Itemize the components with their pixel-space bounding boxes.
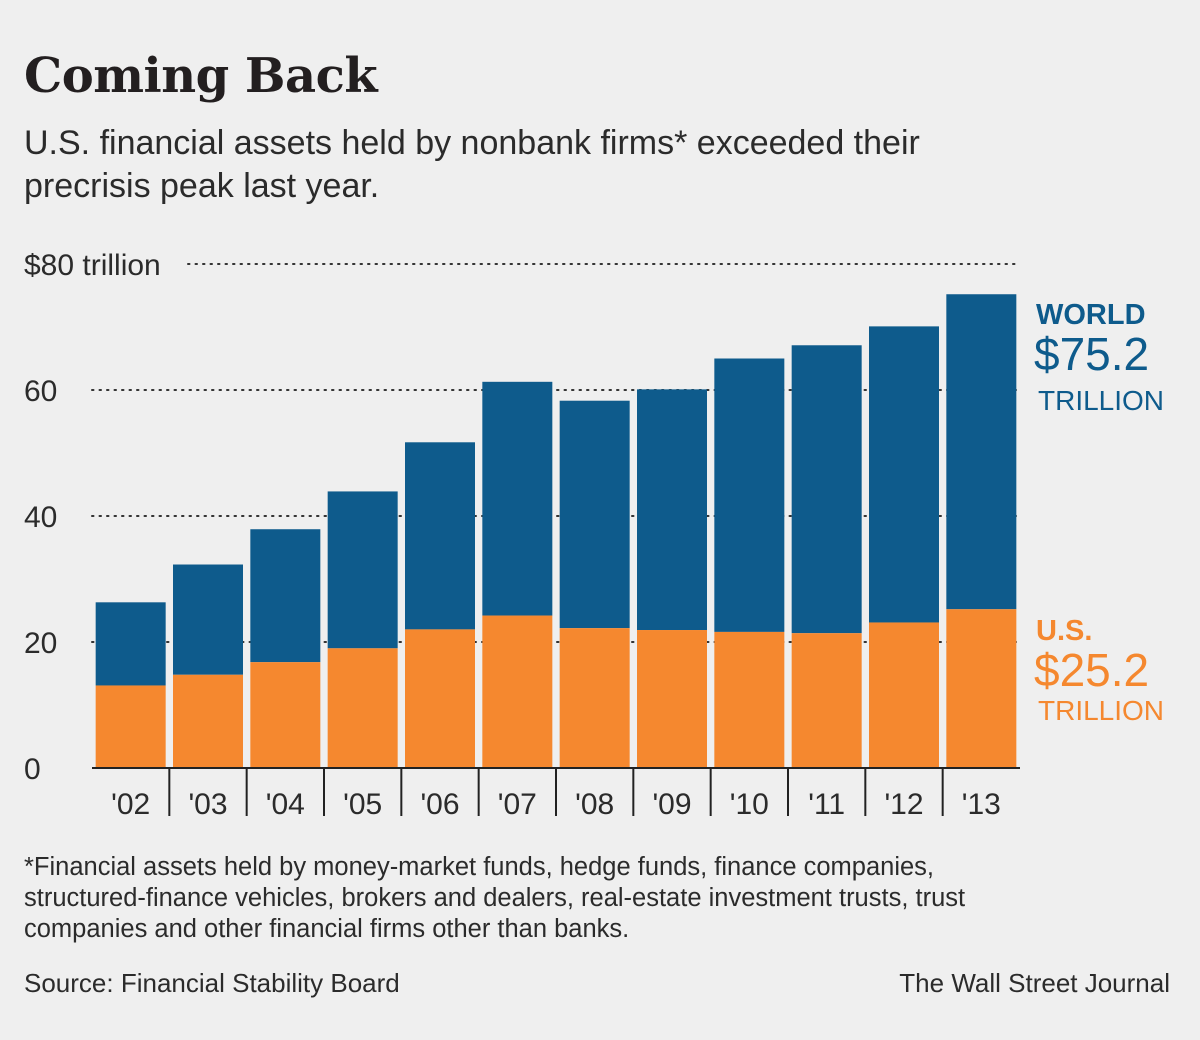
- y-tick-label: 0: [24, 753, 41, 786]
- bar-us-11: [946, 609, 1017, 768]
- bars: [95, 294, 1017, 768]
- bar-us-8: [714, 631, 785, 768]
- chart-title: Coming Back: [24, 48, 378, 104]
- x-tick-label: '11: [808, 788, 845, 821]
- x-tick-label: '06: [420, 788, 459, 821]
- bar-world-7: [637, 389, 707, 631]
- y-tick-label: 20: [24, 627, 57, 660]
- bar-world-6: [559, 400, 630, 629]
- x-tick-label: '13: [962, 788, 1001, 821]
- bar-us-6: [559, 628, 630, 768]
- bar-world-4: [405, 442, 475, 630]
- footnote: *Financial assets held by money-market f…: [24, 853, 966, 943]
- bar-world-2: [250, 529, 321, 663]
- bar-us-1: [173, 674, 243, 768]
- x-tick-label: '07: [498, 788, 537, 821]
- x-tick-label: '08: [575, 788, 614, 821]
- bar-world-11: [946, 294, 1017, 610]
- y-axis-ticks: 0 20 40 60 $80 trillion: [24, 249, 161, 786]
- callout-label: U.S.: [1036, 615, 1092, 647]
- x-tick-label: '04: [266, 788, 305, 821]
- publisher-credit: The Wall Street Journal: [899, 968, 1170, 998]
- callout-value: $25.2: [1034, 644, 1149, 696]
- callout-value: $75.2: [1034, 328, 1149, 380]
- bar-us-7: [637, 630, 707, 768]
- bar-us-10: [869, 622, 939, 768]
- x-tick-label: '10: [730, 788, 769, 821]
- x-tick-label: '02: [111, 788, 150, 821]
- bar-world-0: [95, 602, 166, 686]
- bar-world-9: [791, 345, 862, 634]
- bar-us-5: [482, 615, 553, 768]
- y-tick-label: $80 trillion: [24, 249, 161, 282]
- bar-us-0: [95, 685, 166, 768]
- bar-world-10: [869, 326, 939, 623]
- chart-subtitle: U.S. financial assets held by nonbank fi…: [24, 124, 920, 205]
- callout-unit: TRILLION: [1038, 385, 1164, 416]
- bar-us-3: [327, 648, 398, 768]
- source-note: Source: Financial Stability Board: [24, 968, 400, 998]
- x-tick-label: '12: [884, 788, 923, 821]
- x-tick-label: '03: [188, 788, 227, 821]
- bar-world-8: [714, 358, 785, 632]
- y-tick-label: 40: [24, 501, 57, 534]
- bar-world-3: [327, 491, 398, 649]
- y-tick-label: 60: [24, 375, 57, 408]
- stacked-bar-chart: '02 '03 '04 '05 '06 '07 '08 '09 '10 '11 '12 '13 0 20…: [24, 249, 1164, 821]
- x-tick-label: '05: [343, 788, 382, 821]
- x-tick-label: '09: [652, 788, 691, 821]
- bar-us-4: [405, 629, 475, 768]
- gridlines: [91, 263, 1021, 643]
- bar-world-5: [482, 381, 553, 616]
- bar-us-9: [791, 633, 862, 768]
- callout-label: WORLD: [1036, 299, 1146, 331]
- bar-world-1: [173, 564, 243, 675]
- callout-unit: TRILLION: [1038, 695, 1164, 726]
- bar-us-2: [250, 662, 321, 768]
- x-axis: '02 '03 '04 '05 '06 '07 '08 '09 '10 '11 '12 '13: [92, 767, 1020, 821]
